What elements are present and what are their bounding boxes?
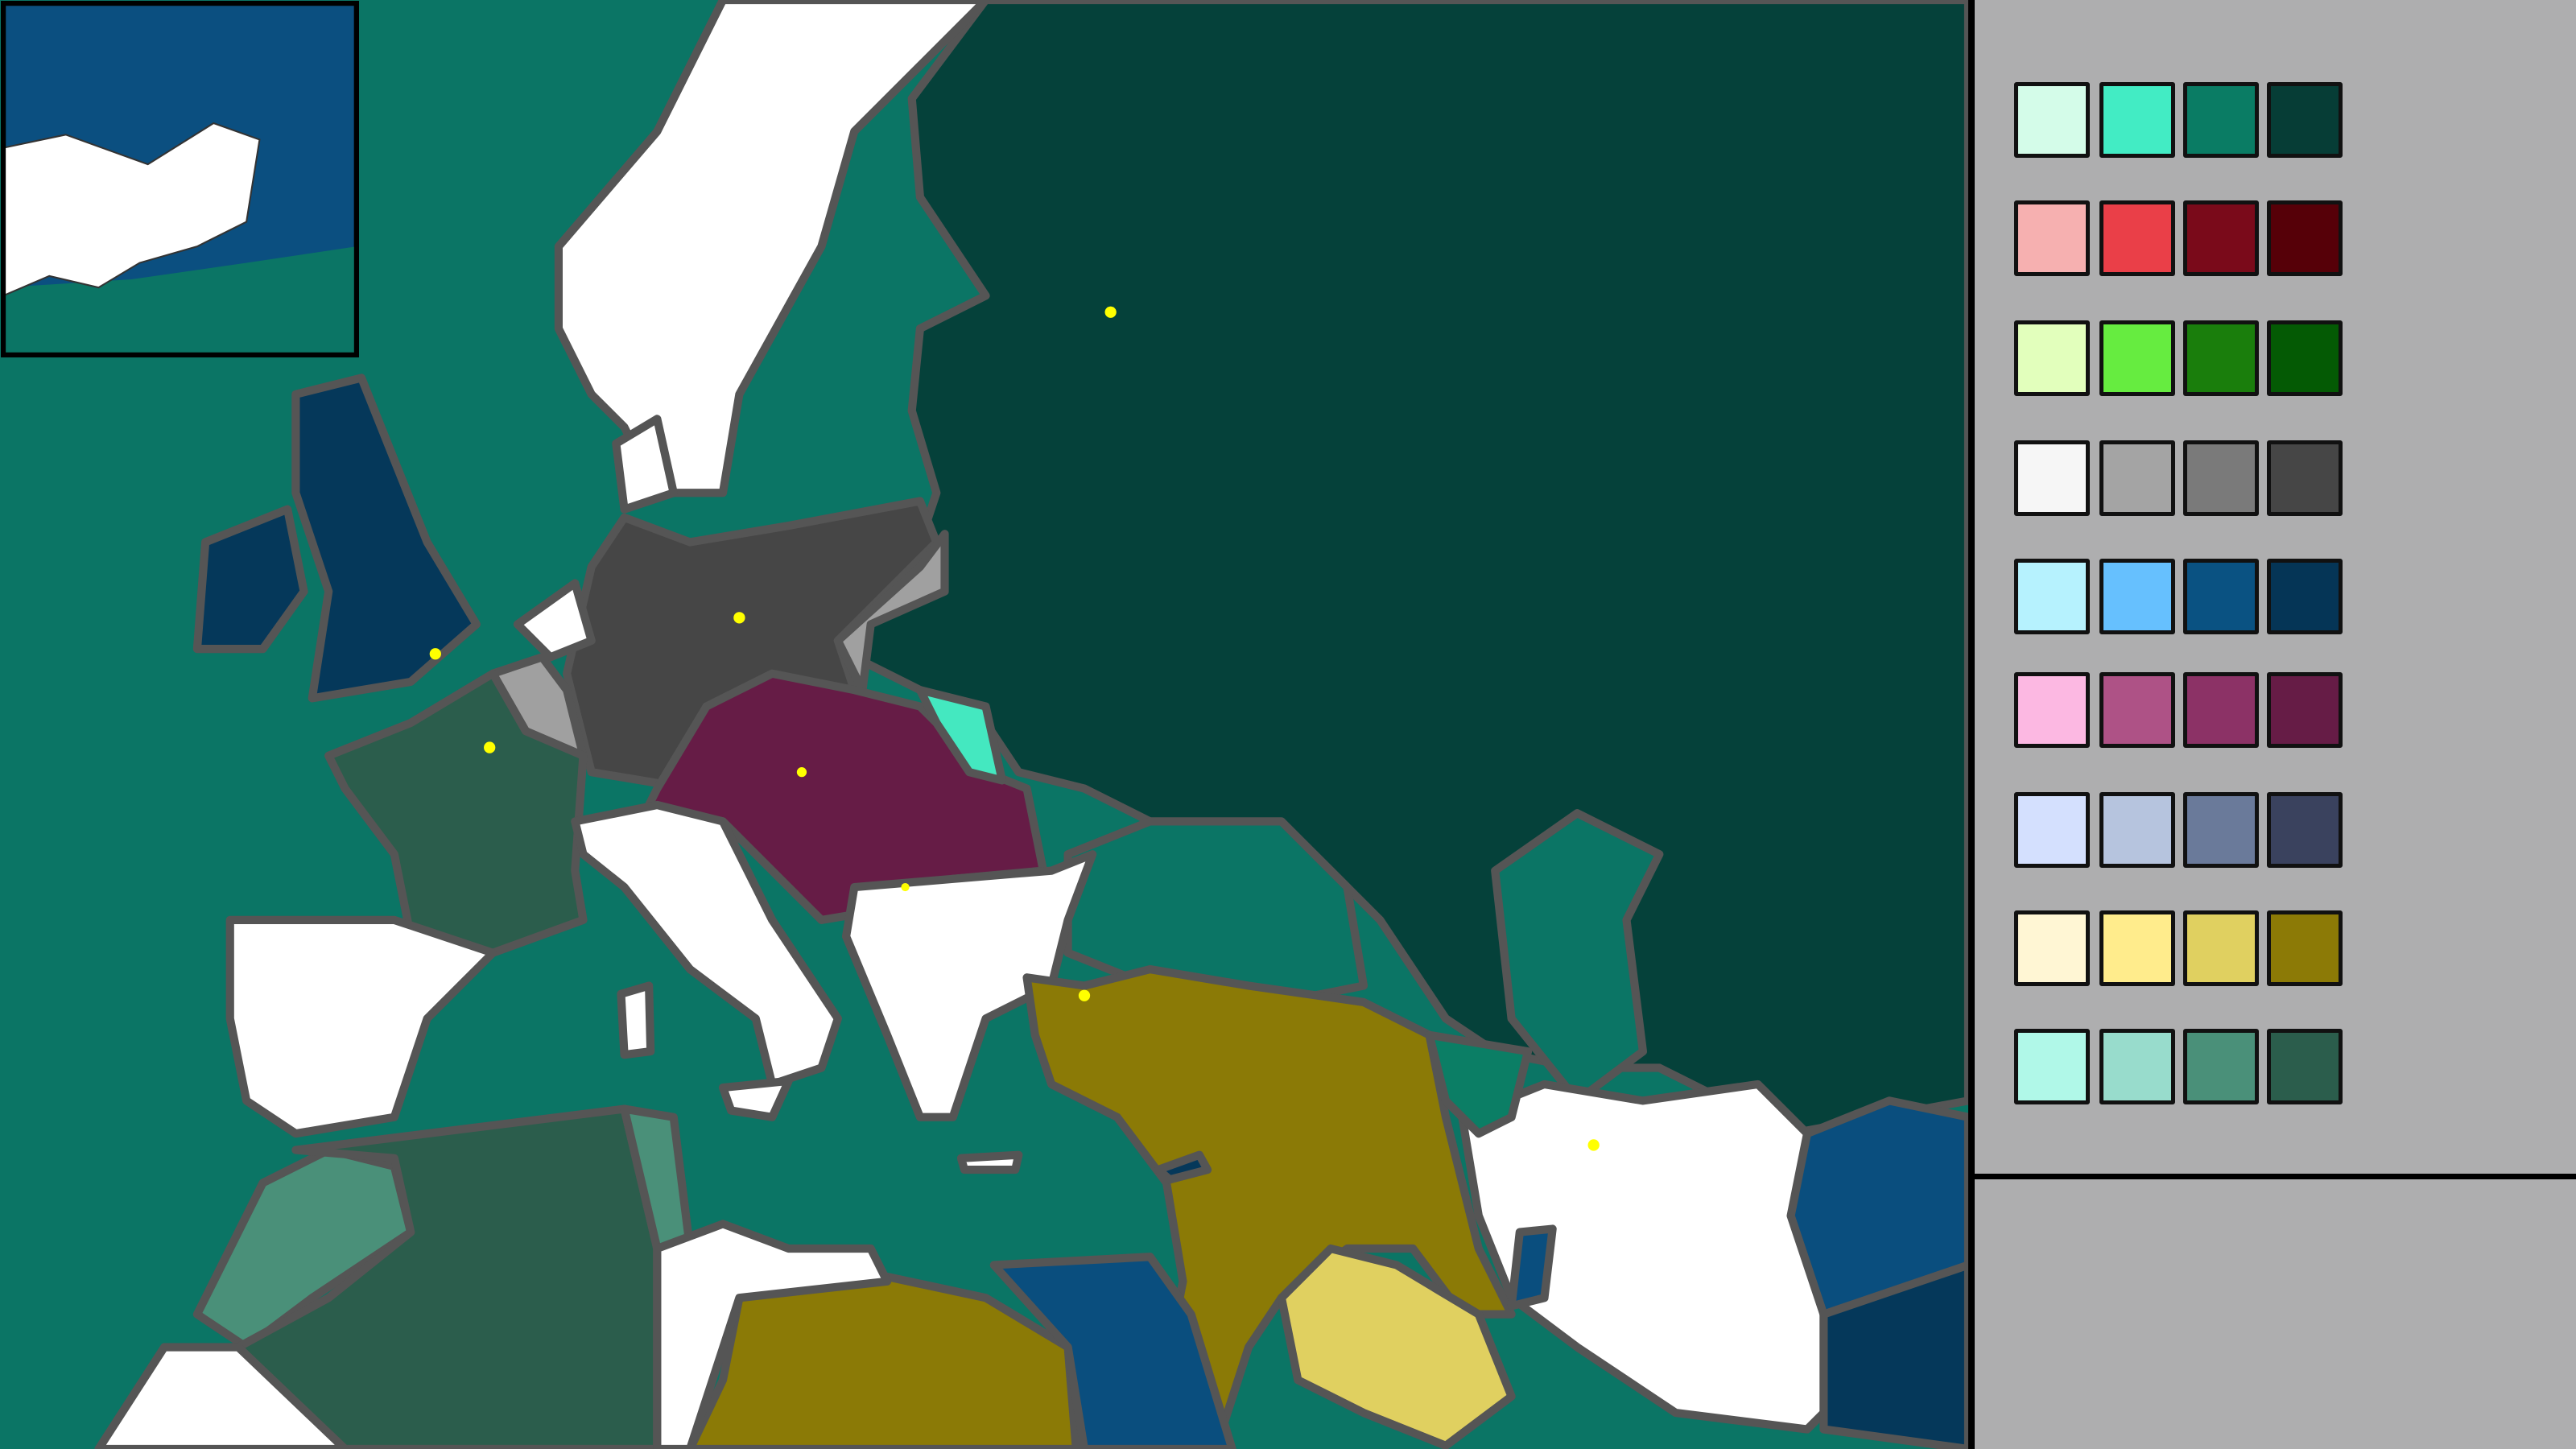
color-swatch[interactable] [2267, 672, 2343, 748]
region-sardinia[interactable] [617, 981, 655, 1059]
color-swatch[interactable] [2183, 910, 2259, 986]
capital-dot[interactable] [484, 741, 496, 753]
capital-dot[interactable] [429, 648, 441, 660]
capital-dot[interactable] [1587, 1139, 1600, 1151]
minimap-teal-land [3, 246, 357, 355]
color-swatch[interactable] [2099, 82, 2175, 158]
color-swatch[interactable] [2099, 792, 2175, 868]
color-swatch[interactable] [2014, 559, 2090, 634]
caspian-sea [1491, 809, 1664, 1105]
color-swatch[interactable] [2267, 1029, 2343, 1104]
capitals-layer [429, 306, 1600, 1151]
capital-dot[interactable] [796, 767, 807, 778]
region-crete[interactable] [956, 1150, 1023, 1174]
color-swatch[interactable] [2183, 440, 2259, 516]
color-swatch[interactable] [2099, 200, 2175, 276]
color-swatch[interactable] [2267, 440, 2343, 516]
color-palette-panel [1968, 0, 2576, 1449]
region-iberia[interactable] [225, 915, 497, 1138]
color-swatch[interactable] [2099, 910, 2175, 986]
color-swatch[interactable] [2267, 559, 2343, 634]
capital-dot[interactable] [901, 882, 910, 892]
color-swatch[interactable] [2014, 910, 2090, 986]
region-balkans[interactable] [841, 850, 1097, 1121]
region-france[interactable] [324, 669, 588, 957]
color-swatch[interactable] [2099, 672, 2175, 748]
color-swatch[interactable] [2014, 200, 2090, 276]
color-swatch[interactable] [2183, 1029, 2259, 1104]
color-swatch[interactable] [2267, 320, 2343, 396]
minimap[interactable] [1, 1, 359, 357]
minimap-frame [1, 1, 359, 357]
capital-dot[interactable] [733, 612, 745, 624]
color-swatch[interactable] [2014, 82, 2090, 158]
panel-divider [1975, 1174, 2576, 1179]
color-swatch[interactable] [2183, 792, 2259, 868]
black-sea [1063, 817, 1368, 1006]
region-egypt[interactable] [989, 1253, 1236, 1449]
region-russia[interactable] [833, 0, 1968, 1138]
color-swatch[interactable] [2099, 320, 2175, 396]
color-swatch[interactable] [2267, 82, 2343, 158]
color-swatch[interactable] [2183, 672, 2259, 748]
color-swatch[interactable] [2267, 792, 2343, 868]
color-swatch[interactable] [2099, 559, 2175, 634]
region-baluchistan[interactable] [1819, 1261, 1968, 1449]
capital-dot[interactable] [1078, 989, 1091, 1001]
color-swatch[interactable] [2183, 320, 2259, 396]
color-swatch[interactable] [2267, 910, 2343, 986]
region-georgia[interactable] [1425, 1030, 1533, 1138]
color-swatch[interactable] [2183, 82, 2259, 158]
region-sicily[interactable] [718, 1076, 793, 1121]
color-swatch[interactable] [2014, 792, 2090, 868]
region-denmark[interactable] [612, 415, 678, 514]
region-kuwait[interactable] [1507, 1224, 1557, 1311]
region-netherlands[interactable] [513, 579, 596, 662]
map-canvas[interactable] [0, 0, 1968, 1449]
region-italy[interactable] [571, 800, 842, 1089]
color-swatch[interactable] [2183, 200, 2259, 276]
region-cyprus[interactable] [1154, 1150, 1212, 1184]
region-hejaz[interactable] [1277, 1244, 1516, 1449]
region-britain[interactable] [291, 374, 481, 703]
region-galicia[interactable] [915, 686, 1007, 785]
minimap-white-land [2, 122, 261, 297]
capital-dot[interactable] [1104, 306, 1117, 318]
color-swatch[interactable] [2267, 200, 2343, 276]
region-scandinavia[interactable] [554, 0, 990, 497]
color-swatch[interactable] [2014, 440, 2090, 516]
region-ireland[interactable] [192, 505, 308, 654]
color-swatch[interactable] [2014, 1029, 2090, 1104]
region-libya-west[interactable] [653, 1220, 892, 1449]
region-west-africa[interactable] [94, 1343, 349, 1449]
color-swatch[interactable] [2014, 320, 2090, 396]
color-swatch[interactable] [2099, 440, 2175, 516]
region-ottoman-anatolia[interactable] [1022, 964, 1516, 1449]
color-swatch[interactable] [2014, 672, 2090, 748]
color-swatch[interactable] [2183, 559, 2259, 634]
color-swatch[interactable] [2099, 1029, 2175, 1104]
